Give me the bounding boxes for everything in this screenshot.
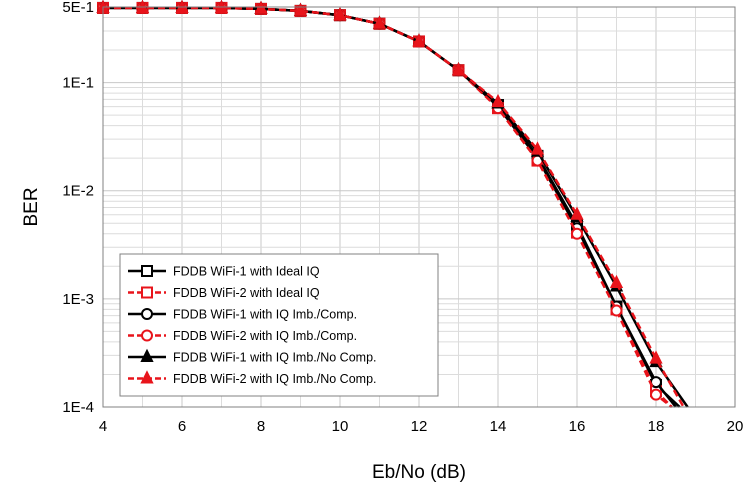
data-point-triangle (649, 350, 663, 364)
legend-item-4: FDDB WiFi-2 with IQ Imb./Comp. (128, 329, 357, 343)
tick-labels: 4 6 8 10 12 14 16 18 20 5E-1 1E-1 1E-2 1E-3 1E-4 (62, 0, 743, 435)
series-6 (96, 0, 685, 408)
x-tick-label: 14 (490, 418, 507, 435)
y-tick-label: 1E-2 (62, 183, 94, 200)
x-tick-label: 10 (332, 418, 349, 435)
data-point-circle (610, 304, 623, 317)
legend-item-6: FDDB WiFi-2 with IQ Imb./No Comp. (128, 370, 377, 386)
legend-label: FDDB WiFi-2 with IQ Imb./Comp. (173, 329, 357, 343)
legend-item-3: FDDB WiFi-1 with IQ Imb./Comp. (128, 308, 357, 322)
x-tick-label: 6 (178, 418, 186, 435)
legend-label: FDDB WiFi-1 with IQ Imb./No Comp. (173, 351, 377, 365)
data-point-triangle (451, 62, 466, 76)
x-tick-label: 4 (99, 418, 107, 435)
y-axis-title: BER (21, 187, 42, 226)
data-point-triangle (333, 6, 347, 21)
data-point-triangle (570, 206, 584, 220)
data-point-triangle (140, 370, 154, 384)
y-tick-label: 5E-1 (62, 0, 94, 16)
data-point-triangle (254, 0, 268, 14)
x-tick-label: 8 (257, 418, 265, 435)
data-point-circle (141, 308, 153, 320)
y-tick-label: 1E-3 (62, 291, 94, 308)
data-point-circle (571, 227, 583, 240)
y-tick-label: 1E-4 (62, 399, 94, 416)
legend: FDDB WiFi-1 with Ideal IQ FDDB WiFi-2 wit… (119, 253, 439, 397)
legend-label: FDDB WiFi-2 with Ideal IQ (173, 286, 320, 300)
x-tick-label: 12 (411, 418, 428, 435)
data-point-triangle (293, 2, 308, 16)
legend-label: FDDB WiFi-1 with IQ Imb./Comp. (173, 308, 357, 322)
data-point-triangle (412, 33, 426, 47)
x-tick-label: 20 (727, 418, 744, 435)
series-layer (96, 0, 689, 408)
plot-frame (102, 6, 736, 408)
series-line (103, 6, 685, 408)
data-point-circle (141, 329, 153, 342)
data-point-square (141, 286, 153, 299)
data-point-square (141, 265, 153, 277)
legend-label: FDDB WiFi-2 with IQ Imb./No Comp. (173, 372, 377, 386)
x-tick-label: 18 (648, 418, 665, 435)
data-point-triangle (609, 274, 624, 289)
y-tick-label: 1E-1 (62, 75, 94, 92)
legend-item-5: FDDB WiFi-1 with IQ Imb./No Comp. (128, 348, 377, 365)
legend-item-2: FDDB WiFi-2 with Ideal IQ (128, 286, 320, 300)
data-point-triangle (140, 348, 154, 362)
x-axis-title: Eb/No (dB) (372, 462, 466, 483)
data-point-triangle (491, 93, 505, 108)
x-tick-label: 16 (569, 418, 586, 435)
legend-box (119, 253, 439, 397)
data-point-triangle (530, 141, 545, 155)
legend-label: FDDB WiFi-1 with Ideal IQ (173, 265, 320, 279)
data-point-triangle (372, 15, 387, 29)
legend-item-1: FDDB WiFi-1 with Ideal IQ (128, 265, 320, 279)
data-point-circle (650, 388, 662, 401)
